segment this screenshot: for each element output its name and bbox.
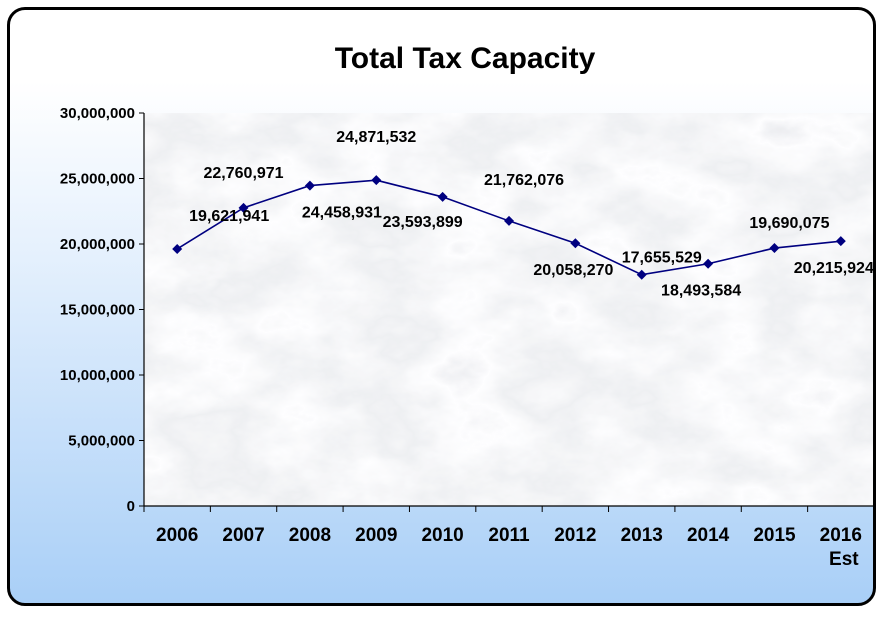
data-label: 21,762,076 bbox=[484, 172, 564, 189]
data-label: 17,655,529 bbox=[622, 250, 702, 267]
data-label: 23,593,899 bbox=[383, 214, 463, 231]
x-tick-label: 2016 bbox=[820, 525, 862, 546]
chart-title: Total Tax Capacity bbox=[335, 42, 596, 75]
y-tick-label: 10,000,000 bbox=[60, 367, 135, 384]
x-tick-label: 2015 bbox=[753, 525, 796, 546]
data-label: 19,690,075 bbox=[749, 215, 829, 232]
chart-frame: Total Tax Capacity 0 5,000,000 10,000,000 1… bbox=[7, 7, 876, 606]
x-tick-label: 2008 bbox=[289, 525, 331, 546]
x-tick-label: 2006 bbox=[156, 525, 198, 546]
x-tick-label: 2012 bbox=[554, 525, 596, 546]
y-tick-label: 0 bbox=[127, 498, 135, 515]
x-tick-label: 2010 bbox=[421, 525, 463, 546]
data-point-marker bbox=[835, 236, 846, 247]
data-point-marker bbox=[504, 215, 514, 226]
data-point-marker bbox=[371, 175, 382, 186]
data-point-marker bbox=[769, 243, 780, 254]
y-tick-label: 15,000,000 bbox=[60, 302, 135, 319]
data-point-marker bbox=[570, 238, 581, 249]
data-point-marker bbox=[304, 180, 315, 191]
data-point-marker bbox=[636, 269, 647, 280]
data-point-marker bbox=[437, 191, 448, 202]
data-label: 22,760,971 bbox=[204, 165, 284, 182]
y-tick-label: 25,000,000 bbox=[60, 171, 135, 188]
y-tick-label: 5,000,000 bbox=[68, 433, 135, 450]
x-tick-label: 2013 bbox=[621, 525, 663, 546]
x-tick-label: 2011 bbox=[488, 525, 530, 546]
y-tick-label: 20,000,000 bbox=[60, 236, 135, 253]
data-point-marker bbox=[703, 258, 714, 269]
data-point-marker bbox=[238, 202, 249, 213]
plot-area bbox=[144, 113, 873, 506]
data-label: 20,215,924 bbox=[794, 260, 874, 277]
x-tick-sublabel: Est bbox=[829, 549, 859, 570]
data-label: 24,871,532 bbox=[336, 129, 416, 146]
data-label: 20,058,270 bbox=[533, 262, 613, 279]
data-point-marker bbox=[172, 243, 183, 254]
y-tick-label: 30,000,000 bbox=[60, 105, 135, 122]
line-chart: Total Tax Capacity 0 5,000,000 10,000,000 1… bbox=[60, 42, 874, 570]
data-label: 24,458,931 bbox=[302, 205, 382, 222]
x-tick-label: 2007 bbox=[222, 525, 264, 546]
x-tick-label: 2014 bbox=[687, 525, 730, 546]
data-label: 18,493,584 bbox=[661, 283, 741, 300]
data-label: 19,621,941 bbox=[189, 208, 269, 225]
x-tick-label: 2009 bbox=[355, 525, 397, 546]
